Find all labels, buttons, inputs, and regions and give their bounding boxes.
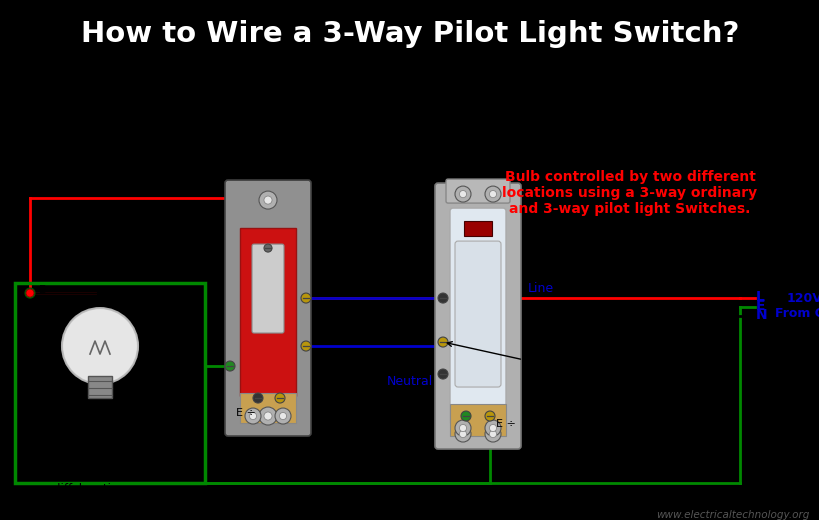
FancyBboxPatch shape xyxy=(251,244,283,333)
FancyBboxPatch shape xyxy=(434,183,520,449)
Bar xyxy=(240,393,296,423)
Circle shape xyxy=(484,186,500,202)
Text: Traveler  2: Traveler 2 xyxy=(316,332,379,345)
Circle shape xyxy=(489,431,496,438)
Circle shape xyxy=(26,289,34,297)
Text: Wire Nut: Wire Nut xyxy=(365,507,419,520)
Text: E ÷: E ÷ xyxy=(39,285,59,295)
Circle shape xyxy=(460,411,470,421)
Bar xyxy=(464,221,491,236)
Circle shape xyxy=(264,196,272,204)
Circle shape xyxy=(455,186,470,202)
Circle shape xyxy=(484,411,495,421)
Circle shape xyxy=(25,288,35,298)
Text: Bulb controlled by two different
locations using a 3-way ordinary
and 3-way pilo: Bulb controlled by two different locatio… xyxy=(502,170,757,216)
Text: Neutral: Neutral xyxy=(387,374,432,387)
FancyBboxPatch shape xyxy=(450,208,505,424)
Circle shape xyxy=(245,408,260,424)
Circle shape xyxy=(459,431,466,438)
Text: How to Wire a 3-Way Pilot Light Switch?: How to Wire a 3-Way Pilot Light Switch? xyxy=(81,20,738,48)
Text: 120V
From CB: 120V From CB xyxy=(774,292,819,320)
Text: Line: Line xyxy=(527,281,554,294)
FancyBboxPatch shape xyxy=(446,179,509,203)
Text: Bulb Controlled
by two, 3-Way
Switches from 2
diff. locations.: Bulb Controlled by two, 3-Way Switches f… xyxy=(47,438,141,496)
Circle shape xyxy=(484,426,500,442)
Text: 3-Way Normal
Switch: 3-Way Normal Switch xyxy=(210,140,325,172)
Bar xyxy=(88,376,112,398)
FancyBboxPatch shape xyxy=(455,241,500,387)
Circle shape xyxy=(279,412,287,420)
Circle shape xyxy=(264,244,272,252)
Circle shape xyxy=(274,393,285,403)
Circle shape xyxy=(489,190,496,198)
Circle shape xyxy=(455,426,470,442)
Circle shape xyxy=(437,337,447,347)
Text: www.electricaltechnology.org: www.electricaltechnology.org xyxy=(656,510,809,520)
Circle shape xyxy=(301,341,310,351)
Text: E ÷: E ÷ xyxy=(236,408,256,418)
Circle shape xyxy=(437,293,447,303)
Text: E ÷: E ÷ xyxy=(495,419,515,429)
Text: N: N xyxy=(755,308,767,322)
Text: 3-Way Pilot
Light Switch: 3-Way Pilot Light Switch xyxy=(426,137,529,170)
Circle shape xyxy=(437,369,447,379)
Bar xyxy=(15,83,739,513)
Circle shape xyxy=(301,293,310,303)
Text: Break-away
Fin Tab: Break-away Fin Tab xyxy=(446,342,595,382)
FancyBboxPatch shape xyxy=(224,180,310,436)
Circle shape xyxy=(386,501,400,515)
Circle shape xyxy=(484,420,500,436)
Circle shape xyxy=(259,191,277,209)
Circle shape xyxy=(224,361,235,371)
Text: L: L xyxy=(755,290,764,304)
Circle shape xyxy=(459,190,466,198)
Text: Traveler 1: Traveler 1 xyxy=(318,283,377,296)
Circle shape xyxy=(264,412,272,420)
Circle shape xyxy=(62,308,138,384)
Bar xyxy=(450,404,505,436)
Circle shape xyxy=(489,424,496,432)
Bar xyxy=(240,228,296,396)
Bar xyxy=(15,283,205,483)
Circle shape xyxy=(259,407,277,425)
Text: E: E xyxy=(755,299,765,313)
Circle shape xyxy=(249,412,256,420)
Circle shape xyxy=(459,424,466,432)
Circle shape xyxy=(274,408,291,424)
Circle shape xyxy=(455,420,470,436)
Circle shape xyxy=(253,393,263,403)
